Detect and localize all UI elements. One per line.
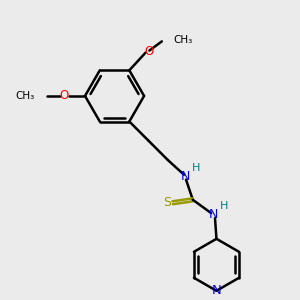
Text: H: H: [220, 201, 228, 211]
Text: O: O: [59, 89, 68, 102]
Text: CH₃: CH₃: [15, 91, 34, 101]
Text: S: S: [163, 196, 171, 209]
Text: O: O: [145, 45, 154, 58]
Text: N: N: [181, 170, 190, 183]
Text: H: H: [192, 163, 200, 173]
Text: N: N: [212, 284, 221, 297]
Text: N: N: [209, 208, 218, 221]
Text: CH₃: CH₃: [173, 35, 192, 45]
